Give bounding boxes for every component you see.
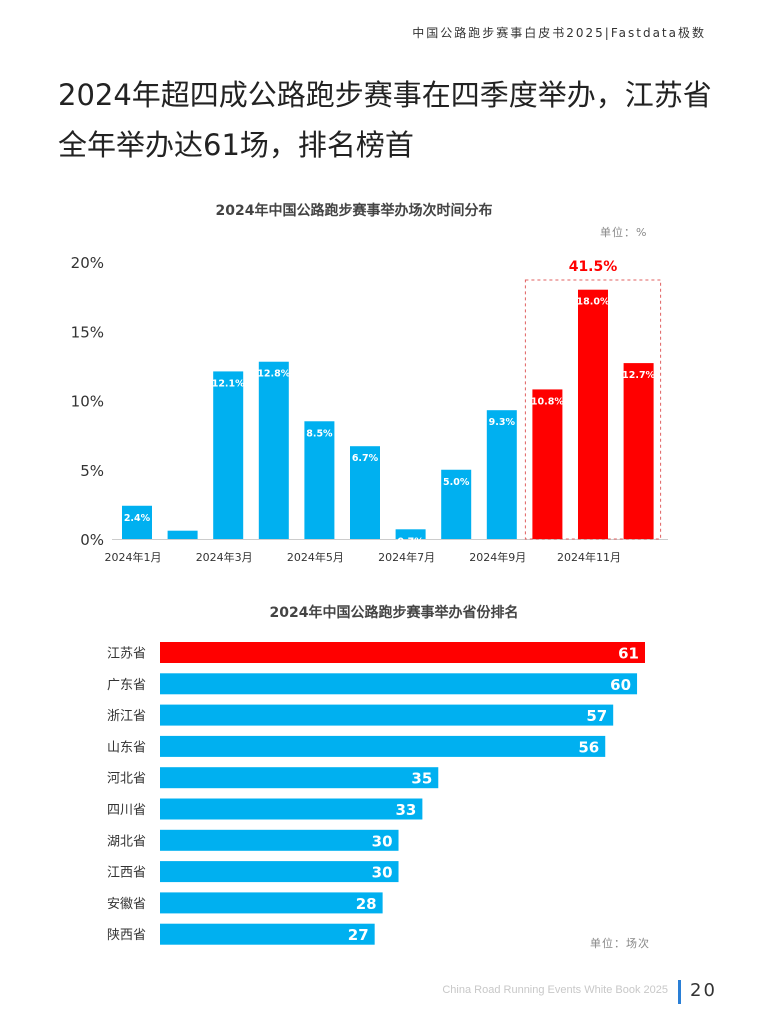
bar-2024年8月 [441,469,472,539]
bar-value-label: 10.8% [531,396,564,407]
province-label: 河北省 [107,772,146,787]
bar-2024年2月 [167,530,198,539]
footer-accent-bar [678,980,681,1004]
bar-四川省 [160,798,423,820]
bar-value-label: 61 [618,645,639,663]
province-label: 山东省 [107,740,146,755]
bar-2024年10月 [532,389,563,539]
bar-value-label: 56 [578,738,599,756]
page-headline: 2024年超四成公路跑步赛事在四季度举办，江苏省全年举办达61场，排名榜首 [58,78,712,162]
bar-安徽省 [160,892,383,914]
unit-label-monthly: 单位：% [600,226,648,239]
province-label: 湖北省 [107,834,146,849]
bar-value-label: 6.7% [352,453,379,464]
province-label: 浙江省 [107,709,146,724]
bar-value-label: 35 [411,770,432,788]
bar-2024年4月 [258,361,289,539]
bar-value-label: 12.7% [622,370,655,381]
bar-江苏省 [160,642,645,663]
x-tick-label: 2024年11月 [557,550,621,564]
y-tick-label: 20% [71,254,104,272]
bar-湖北省 [160,829,399,851]
province-label: 陕西省 [107,928,146,943]
highlight-frame [524,279,662,540]
bar-value-label: 30 [372,832,393,850]
page-number: 20 [690,980,717,1001]
bar-value-label: 57 [586,707,607,725]
y-tick-label: 0% [80,531,104,549]
bar-山东省 [160,735,606,757]
bar-value-label: 2.4% [124,513,151,524]
bar-value-label: 18.0% [577,297,610,308]
bar-value-label: 33 [396,801,417,819]
bar-2024年9月 [486,410,517,539]
bar-value-label: 5.0% [443,477,470,488]
bar-value-label: 28 [356,895,377,913]
x-tick-label: 2024年1月 [105,550,162,564]
province-label: 四川省 [107,803,146,818]
bar-陕西省 [160,923,375,945]
province-label: 安徽省 [107,897,146,912]
monthly-bar-chart: 0% 5% 10% 15% 20% 41.5% 2.4% 2024年1月 12.1% 2024年3… [71,254,668,564]
bar-2024年11月 [578,289,608,539]
bar-2024年12月 [623,363,654,539]
province-label: 江西省 [107,866,146,881]
province-label: 广东省 [107,678,146,693]
bar-value-label: 12.1% [212,378,245,389]
bar-2024年6月 [350,446,380,539]
bar-value-label: 27 [348,926,369,944]
bar-浙江省 [160,704,614,726]
y-tick-label: 15% [71,323,104,341]
chart-title-province: 2024年中国公路跑步赛事举办省份排名 [269,605,519,621]
highlight-total-label: 41.5% [569,259,618,275]
bar-value-label: 60 [610,676,631,694]
x-tick-label: 2024年7月 [378,550,435,564]
x-tick-label: 2024年9月 [469,550,526,564]
bar-value-label: 8.5% [306,428,333,439]
unit-label-province: 单位：场次 [590,937,650,950]
bar-value-label: 12.8% [257,369,290,380]
bar-value-label: 30 [372,864,393,882]
chart-title-monthly: 2024年中国公路跑步赛事举办场次时间分布 [215,203,493,219]
x-tick-label: 2024年5月 [287,550,344,564]
y-tick-label: 5% [80,462,104,480]
province-label: 江苏省 [107,646,146,662]
bar-2024年7月 [395,529,426,539]
bar-2024年1月 [122,505,152,539]
bar-value-label: 0.7% [397,536,424,547]
y-tick-label: 10% [71,393,104,411]
bar-河北省 [160,767,439,789]
bar-value-label: 9.3% [489,417,516,428]
header-brand: 中国公路跑步赛事白皮书2025|Fastdata极数 [412,26,706,40]
bar-2024年5月 [304,421,335,539]
x-tick-label: 2024年3月 [196,550,253,564]
province-bar-chart: 江苏省 61 广东省 60 浙江省 57 山东省 56 河北省 35 四川省 33 湖北省 30 江西省 30… [107,642,645,945]
bar-2024年3月 [213,371,244,539]
footer-text: China Road Running Events White Book 202… [442,984,668,996]
bar-江西省 [160,861,399,883]
bar-广东省 [160,673,638,695]
